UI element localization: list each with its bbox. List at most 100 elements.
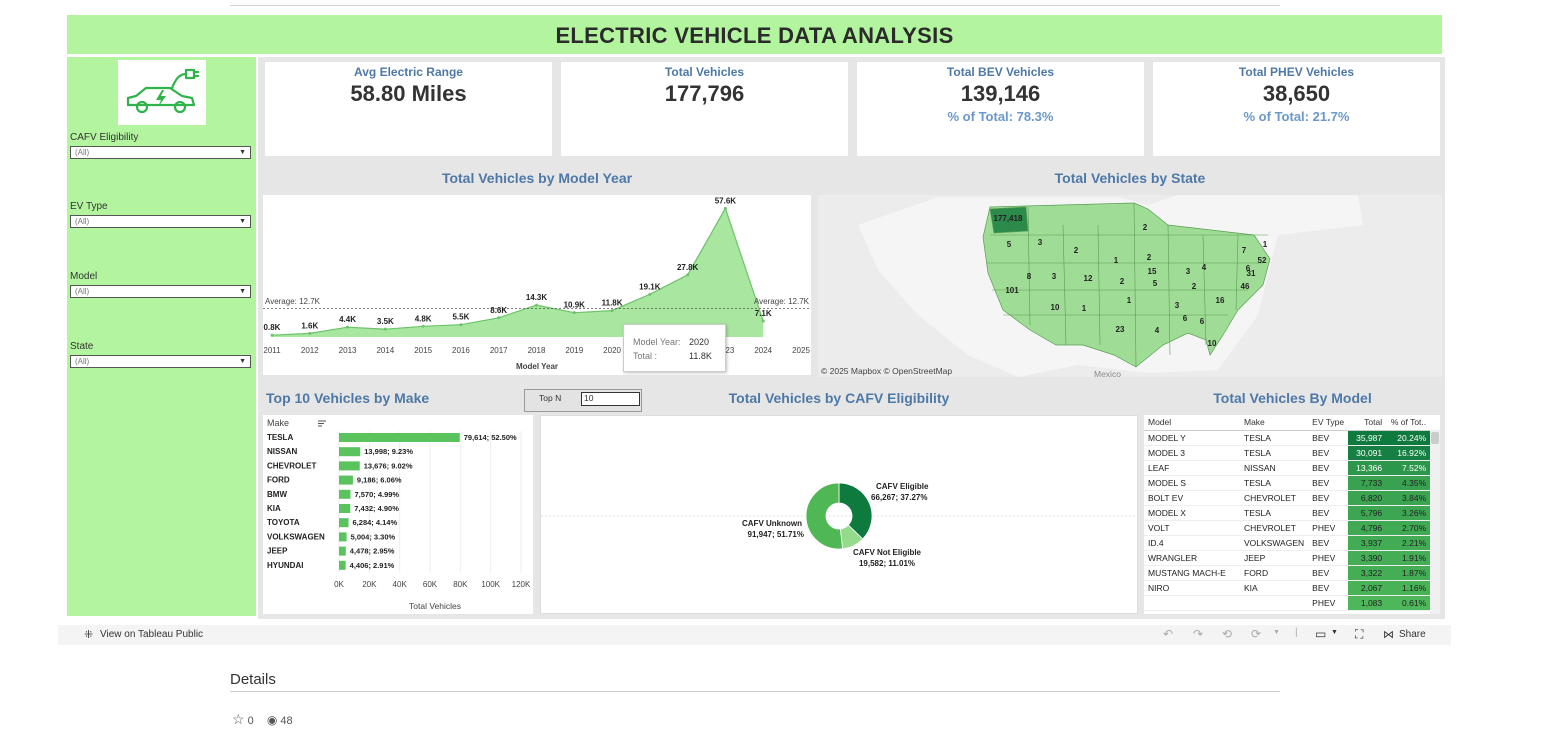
table-row[interactable]: VOLT CHEVROLET PHEV 4,796 2.70%: [1144, 520, 1431, 536]
chevron-down-icon[interactable]: ▼: [1331, 629, 1338, 636]
scrollbar-thumb[interactable]: [1431, 432, 1439, 444]
data-point[interactable]: [270, 333, 274, 337]
data-point[interactable]: [459, 323, 463, 327]
table-row[interactable]: MODEL S TESLA BEV 7,733 4.35%: [1144, 475, 1431, 491]
data-point[interactable]: [535, 303, 538, 307]
make-bar[interactable]: [339, 475, 353, 485]
make-bar[interactable]: [339, 489, 351, 499]
make-label: TESLA: [267, 433, 293, 442]
device-preview-icon[interactable]: ▭: [1315, 627, 1327, 641]
table-header-cell[interactable]: % of Tot..: [1386, 415, 1431, 431]
make-bar[interactable]: [339, 447, 361, 457]
tooltip-value: 2020: [689, 337, 710, 347]
share-button[interactable]: Share: [1399, 629, 1426, 640]
table-cell: BEV: [1308, 490, 1349, 506]
state-count-label: 2: [1147, 253, 1152, 262]
table-header-cell[interactable]: Make: [1240, 415, 1309, 431]
state-count-label: 23: [1116, 325, 1125, 334]
state-count-label: 6: [1200, 317, 1205, 326]
x-tick-label: 120K: [512, 580, 531, 589]
state-filter-dropdown[interactable]: (All) ▼: [70, 355, 251, 368]
redo-icon[interactable]: ↷: [1193, 627, 1204, 641]
make-bar[interactable]: [339, 560, 346, 570]
x-tick-label: 2012: [301, 346, 319, 355]
table-cell: 4.35%: [1386, 475, 1431, 491]
make-bar-chart[interactable]: Make TESLA 79,614; 52.50% NISSAN 13,998; 9.…: [263, 415, 533, 614]
data-point[interactable]: [610, 309, 614, 313]
data-point[interactable]: [421, 324, 425, 328]
x-tick-label: 2025: [792, 346, 810, 355]
data-point[interactable]: [346, 325, 350, 329]
table-header-cell[interactable]: Total: [1348, 415, 1387, 431]
table-header-cell[interactable]: EV Type: [1308, 415, 1349, 431]
donut-slice-cafv-eligible[interactable]: [838, 482, 873, 540]
state-count-label: 15: [1148, 267, 1157, 276]
table-scrollbar[interactable]: [1430, 430, 1440, 614]
data-point[interactable]: [648, 292, 652, 296]
data-point[interactable]: [761, 319, 765, 323]
cafv-donut-chart[interactable]: CAFV Eligible 66,267; 37.27% CAFV Unknow…: [541, 416, 1139, 615]
table-row[interactable]: MODEL Y TESLA BEV 35,987 20.24%: [1144, 430, 1431, 446]
table-row[interactable]: PHEV 1,083 0.61%: [1144, 595, 1431, 611]
table-cell: 0.61%: [1386, 595, 1431, 611]
data-point[interactable]: [572, 311, 576, 315]
state-map-panel[interactable]: 177,418 5 3 2 2 1 2 7 1 101 8 3 12 2 15 3 4 52 31 6 46 10 1 5 2 3…: [818, 195, 1442, 377]
star-icon[interactable]: ☆: [232, 711, 245, 727]
data-label: 14.3K: [526, 293, 548, 302]
donut-slice-cafv-unknown[interactable]: [805, 482, 843, 550]
avg-label-right: Average: 12.7K: [754, 297, 810, 306]
view-on-tableau-link[interactable]: View on Tableau Public: [100, 629, 204, 640]
data-point[interactable]: [497, 316, 501, 320]
chevron-down-icon[interactable]: ▼: [1273, 629, 1280, 636]
make-bar[interactable]: [339, 461, 360, 471]
data-label: 3.5K: [377, 317, 394, 326]
refresh-icon[interactable]: ⟳: [1251, 627, 1262, 641]
table-cell: NIRO: [1144, 580, 1240, 596]
make-bar[interactable]: [339, 433, 460, 442]
model-year-area-chart[interactable]: Average: 12.7K Average: 12.7K 0.8K 1.6K 4.…: [263, 195, 811, 375]
table-cell: BEV: [1308, 580, 1349, 596]
state-count-label: 3: [1175, 301, 1180, 310]
data-point[interactable]: [723, 206, 727, 210]
table-header-cell[interactable]: Model: [1144, 415, 1240, 431]
model-filter-dropdown[interactable]: (All) ▼: [70, 285, 251, 298]
data-point[interactable]: [308, 331, 312, 335]
ev-type-filter-dropdown[interactable]: (All) ▼: [70, 215, 251, 228]
table-row[interactable]: ID.4 VOLKSWAGEN BEV 3,937 2.21%: [1144, 535, 1431, 551]
revert-icon[interactable]: ⟲: [1222, 627, 1233, 641]
table-row[interactable]: MUSTANG MACH-E FORD BEV 3,322 1.87%: [1144, 565, 1431, 581]
washington-state[interactable]: [989, 206, 1029, 234]
data-point[interactable]: [383, 327, 387, 331]
share-icon[interactable]: ⋈: [1383, 629, 1394, 641]
table-row[interactable]: MODEL 3 TESLA BEV 30,091 16.92%: [1144, 445, 1431, 461]
make-bar[interactable]: [339, 532, 347, 542]
table-row[interactable]: WRANGLER JEEP PHEV 3,390 1.91%: [1144, 550, 1431, 566]
table-row[interactable]: LEAF NISSAN BEV 13,366 7.52%: [1144, 460, 1431, 476]
make-label: TOYOTA: [267, 518, 300, 527]
avg-label-left: Average: 12.7K: [265, 297, 321, 306]
model-year-chart-panel[interactable]: Average: 12.7K Average: 12.7K 0.8K 1.6K 4.…: [263, 195, 811, 375]
table-row[interactable]: NIRO KIA BEV 2,067 1.16%: [1144, 580, 1431, 596]
make-bar[interactable]: [339, 504, 351, 513]
sort-icon[interactable]: [318, 420, 326, 427]
fullscreen-icon[interactable]: ⛶: [1355, 627, 1364, 641]
top-n-input[interactable]: 10: [581, 392, 640, 406]
table-cell: 7.52%: [1386, 460, 1431, 476]
tooltip-value: 11.8K: [689, 351, 712, 361]
table-row[interactable]: BOLT EV CHEVROLET BEV 6,820 3.84%: [1144, 490, 1431, 506]
kpi-title: Avg Electric Range: [354, 65, 463, 79]
make-bar[interactable]: [339, 546, 346, 556]
data-point[interactable]: [686, 273, 690, 277]
top-n-parameter[interactable]: Top N 10: [524, 389, 642, 412]
cafv-chart-panel[interactable]: CAFV Eligible 66,267; 37.27% CAFV Unknow…: [540, 415, 1139, 615]
data-label: 7.1K: [755, 309, 772, 318]
make-bar[interactable]: [339, 518, 349, 528]
table-row[interactable]: MODEL X TESLA BEV 5,796 3.26%: [1144, 505, 1431, 521]
tooltip-key: Model Year:: [633, 337, 681, 347]
cafv-filter-dropdown[interactable]: (All) ▼: [70, 146, 251, 159]
undo-icon[interactable]: ↶: [1163, 627, 1174, 641]
make-chart-panel[interactable]: Make TESLA 79,614; 52.50% NISSAN 13,998; 9.…: [263, 415, 533, 614]
